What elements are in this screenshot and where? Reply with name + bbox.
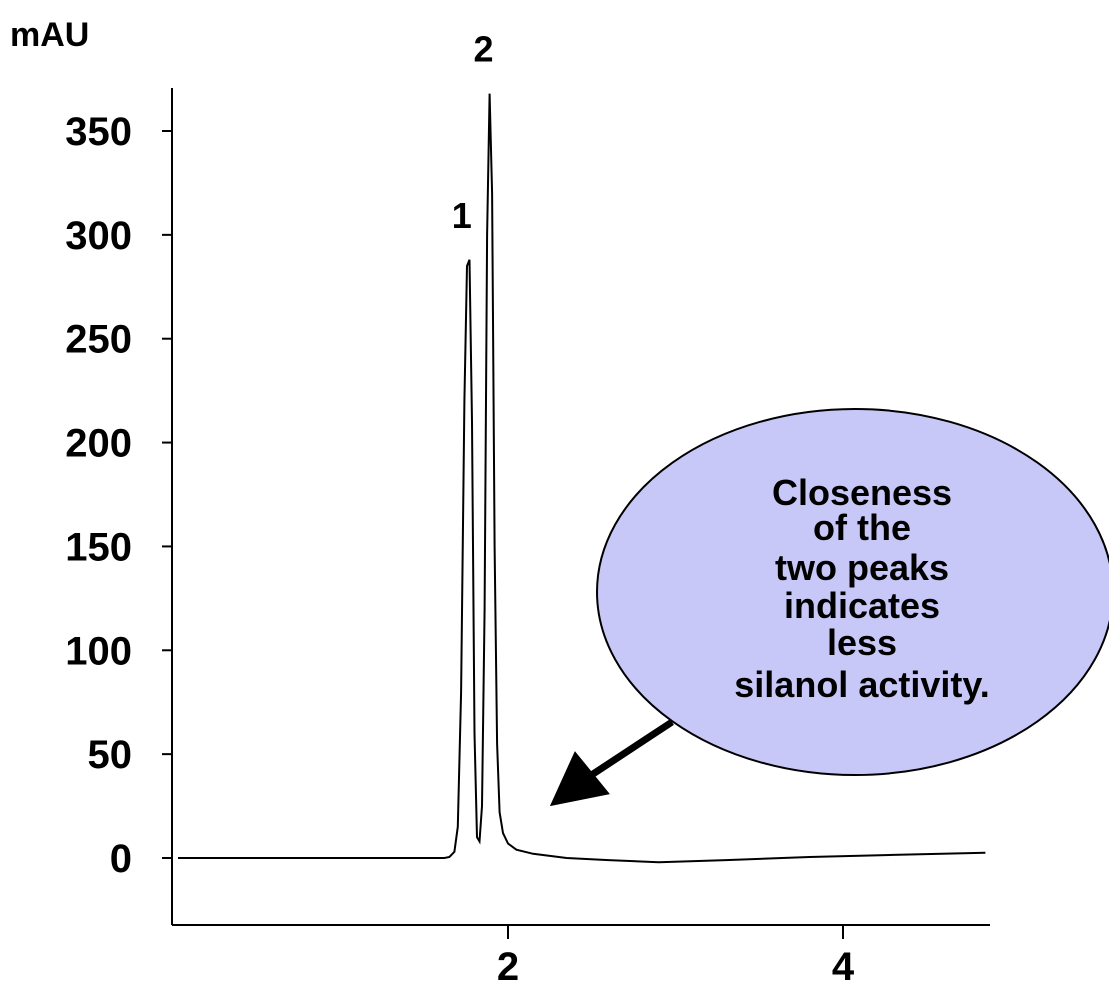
callout-text-line: of the [813,507,911,548]
callout-arrow-head [549,751,610,807]
axes [171,88,990,926]
y-axis-ticks: 0 50 100 150 200 250 300 350 [65,110,172,881]
callout-text-line: two peaks [775,547,949,588]
y-tick-label: 250 [65,318,132,362]
y-tick-label: 200 [65,422,132,466]
x-tick-label: 2 [497,945,519,985]
callout-arrow-shaft [587,719,674,779]
callout-text-line: silanol activity. [734,664,989,705]
y-tick-label: 0 [110,837,132,881]
chromatogram-trace [178,93,986,864]
callout-text-line: Closeness [772,472,952,513]
peak-label-2: 2 [474,29,494,70]
peak-label-1: 1 [452,195,472,236]
peak-labels: 12 [452,29,494,236]
y-tick-label: 150 [65,525,132,569]
y-tick-label: 50 [88,733,133,777]
callout-text-line: less [827,622,897,663]
y-tick-label: 350 [65,110,132,154]
y-tick-label: 100 [65,629,132,673]
callout-ellipse [596,408,1109,776]
y-axis-unit-label: mAU [10,16,89,54]
callout-text-line: indicates [784,585,940,626]
y-tick-label: 300 [65,214,132,258]
x-tick-label: 4 [832,945,855,985]
